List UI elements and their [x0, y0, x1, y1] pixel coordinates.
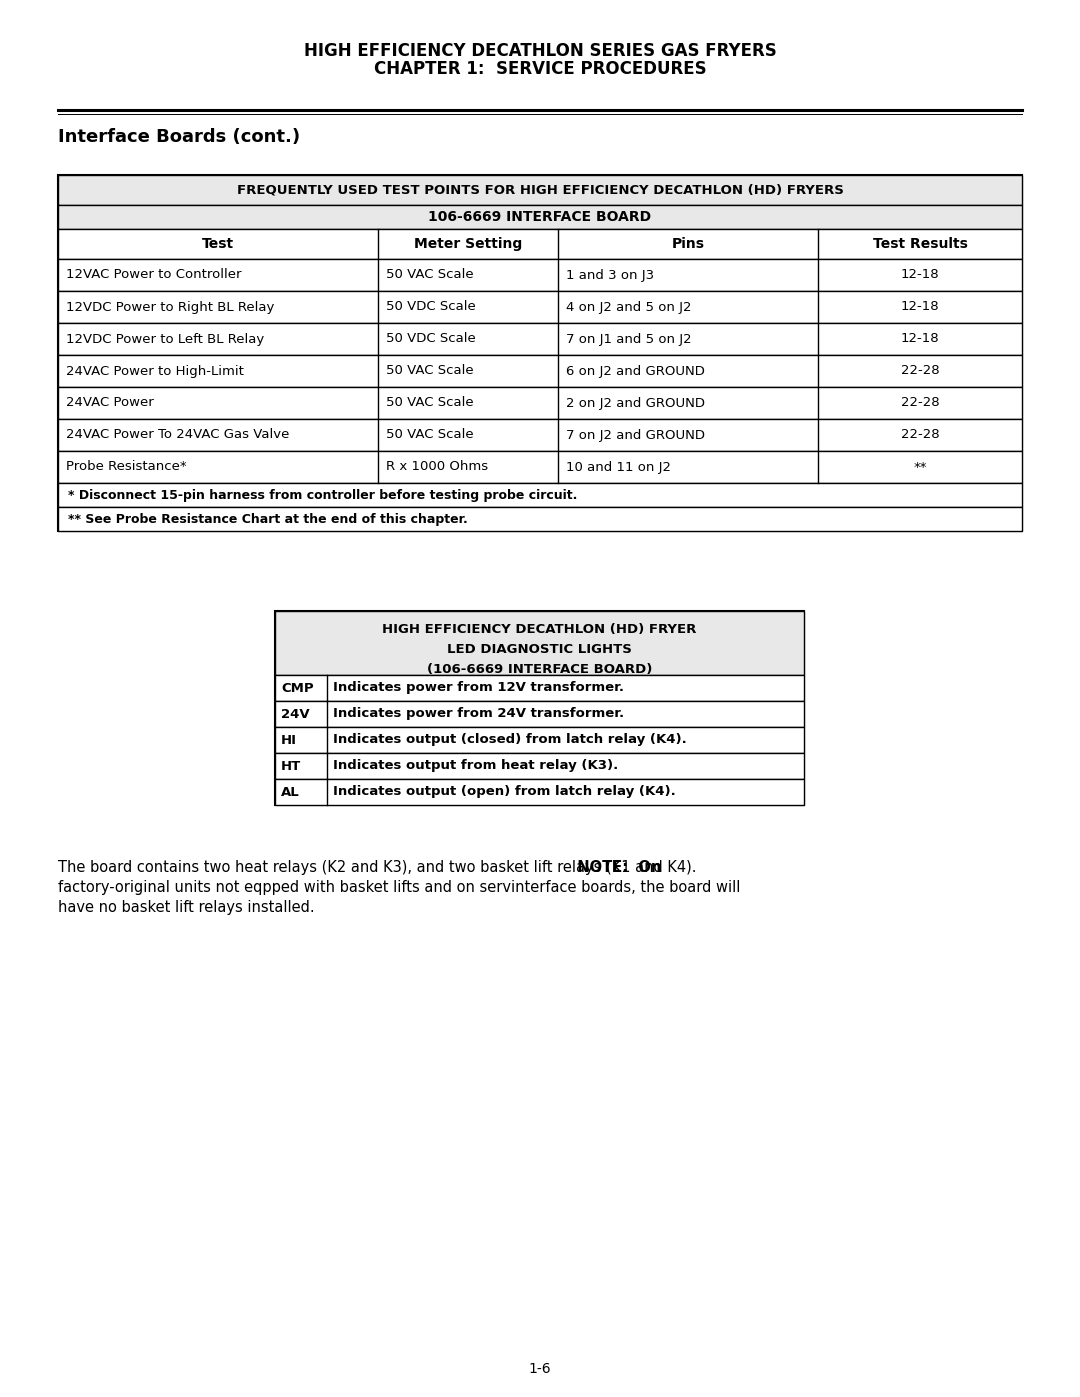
- Text: Test Results: Test Results: [873, 237, 968, 251]
- Text: 12VAC Power to Controller: 12VAC Power to Controller: [66, 268, 242, 282]
- Text: 50 VAC Scale: 50 VAC Scale: [386, 397, 474, 409]
- Bar: [58, 175, 1022, 531]
- Text: Indicates output from heat relay (K3).: Indicates output from heat relay (K3).: [333, 760, 618, 773]
- Text: ** See Probe Resistance Chart at the end of this chapter.: ** See Probe Resistance Chart at the end…: [68, 513, 468, 525]
- Text: HT: HT: [281, 760, 301, 773]
- Text: HIGH EFFICIENCY DECATHLON (HD) FRYER: HIGH EFFICIENCY DECATHLON (HD) FRYER: [382, 623, 697, 636]
- Text: 50 VDC Scale: 50 VDC Scale: [386, 332, 476, 345]
- Text: have no basket lift relays installed.: have no basket lift relays installed.: [58, 900, 314, 915]
- Text: 50 VAC Scale: 50 VAC Scale: [386, 429, 474, 441]
- Text: 22-28: 22-28: [901, 397, 940, 409]
- Text: 22-28: 22-28: [901, 365, 940, 377]
- Text: 4 on J2 and 5 on J2: 4 on J2 and 5 on J2: [566, 300, 691, 313]
- Bar: [275, 780, 804, 805]
- Text: Indicates output (closed) from latch relay (K4).: Indicates output (closed) from latch rel…: [333, 733, 687, 746]
- Bar: [58, 483, 1022, 507]
- Text: 50 VAC Scale: 50 VAC Scale: [386, 365, 474, 377]
- Bar: [58, 451, 1022, 483]
- Text: 24VAC Power To 24VAC Gas Valve: 24VAC Power To 24VAC Gas Valve: [66, 429, 289, 441]
- Text: factory-original units not eqpped with basket lifts and on serv⁠interface boards: factory-original units not eqpped with b…: [58, 880, 741, 895]
- Text: FREQUENTLY USED TEST POINTS FOR HIGH EFFICIENCY DECATHLON (HD) FRYERS: FREQUENTLY USED TEST POINTS FOR HIGH EFF…: [237, 183, 843, 197]
- Text: Test: Test: [202, 237, 234, 251]
- Text: 2 on J2 and GROUND: 2 on J2 and GROUND: [566, 397, 705, 409]
- Bar: [58, 229, 1022, 258]
- Text: * Disconnect 15-pin harness from controller before testing probe circuit.: * Disconnect 15-pin harness from control…: [68, 489, 578, 502]
- Bar: [58, 258, 1022, 291]
- Text: Indicates power from 24V transformer.: Indicates power from 24V transformer.: [333, 707, 624, 721]
- Text: Meter Setting: Meter Setting: [414, 237, 522, 251]
- Text: The board contains two heat relays (K2 and K3), and two basket lift relays (K1 a: The board contains two heat relays (K2 a…: [58, 861, 697, 875]
- Text: 50 VAC Scale: 50 VAC Scale: [386, 268, 474, 282]
- Bar: [275, 675, 804, 701]
- Text: 24VAC Power to High-Limit: 24VAC Power to High-Limit: [66, 365, 244, 377]
- Text: 7 on J1 and 5 on J2: 7 on J1 and 5 on J2: [566, 332, 691, 345]
- Bar: [58, 355, 1022, 387]
- Text: Indicates power from 12V transformer.: Indicates power from 12V transformer.: [333, 682, 624, 694]
- Text: Pins: Pins: [672, 237, 704, 251]
- Text: 7 on J2 and GROUND: 7 on J2 and GROUND: [566, 429, 705, 441]
- Bar: [275, 701, 804, 726]
- Bar: [58, 205, 1022, 229]
- Text: 50 VDC Scale: 50 VDC Scale: [386, 300, 476, 313]
- Bar: [58, 419, 1022, 451]
- Text: 24VAC Power: 24VAC Power: [66, 397, 153, 409]
- Bar: [275, 753, 804, 780]
- Text: 1-6: 1-6: [529, 1362, 551, 1376]
- Text: Indicates output (open) from latch relay (K4).: Indicates output (open) from latch relay…: [333, 785, 676, 799]
- Text: HIGH EFFICIENCY DECATHLON SERIES GAS FRYERS: HIGH EFFICIENCY DECATHLON SERIES GAS FRY…: [303, 42, 777, 60]
- Text: R x 1000 Ohms: R x 1000 Ohms: [386, 461, 488, 474]
- Bar: [275, 610, 804, 675]
- Text: 24V: 24V: [281, 707, 310, 721]
- Bar: [58, 175, 1022, 205]
- Text: **: **: [914, 461, 927, 474]
- Text: Interface Boards (cont.): Interface Boards (cont.): [58, 129, 300, 147]
- Bar: [58, 507, 1022, 531]
- Text: 12-18: 12-18: [901, 332, 940, 345]
- Text: 12VDC Power to Left BL Relay: 12VDC Power to Left BL Relay: [66, 332, 265, 345]
- Text: LED DIAGNOSTIC LIGHTS: LED DIAGNOSTIC LIGHTS: [447, 643, 632, 657]
- Text: 12VDC Power to Right BL Relay: 12VDC Power to Right BL Relay: [66, 300, 274, 313]
- Text: 12-18: 12-18: [901, 300, 940, 313]
- Text: 12-18: 12-18: [901, 268, 940, 282]
- Bar: [275, 726, 804, 753]
- Bar: [58, 387, 1022, 419]
- Text: CMP: CMP: [281, 682, 313, 694]
- Text: NOTE:  On: NOTE: On: [567, 861, 661, 875]
- Text: 6 on J2 and GROUND: 6 on J2 and GROUND: [566, 365, 705, 377]
- Text: (106-6669 INTERFACE BOARD): (106-6669 INTERFACE BOARD): [427, 664, 652, 676]
- Text: HI: HI: [281, 733, 297, 746]
- Text: Probe Resistance*: Probe Resistance*: [66, 461, 187, 474]
- Text: AL: AL: [281, 785, 300, 799]
- Text: 22-28: 22-28: [901, 429, 940, 441]
- Text: 106-6669 INTERFACE BOARD: 106-6669 INTERFACE BOARD: [429, 210, 651, 224]
- Text: 10 and 11 on J2: 10 and 11 on J2: [566, 461, 671, 474]
- Text: 1 and 3 on J3: 1 and 3 on J3: [566, 268, 654, 282]
- Text: CHAPTER 1:  SERVICE PROCEDURES: CHAPTER 1: SERVICE PROCEDURES: [374, 60, 706, 78]
- Bar: [275, 610, 804, 805]
- Bar: [58, 291, 1022, 323]
- Bar: [58, 323, 1022, 355]
